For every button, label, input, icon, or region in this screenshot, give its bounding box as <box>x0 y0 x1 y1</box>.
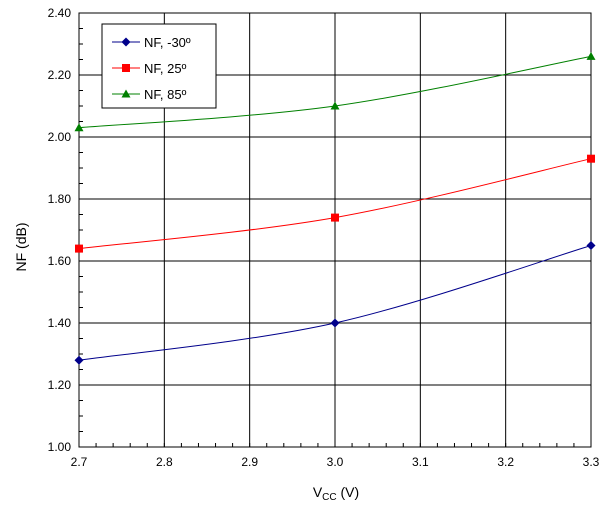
data-point <box>74 355 84 365</box>
data-point <box>586 51 596 60</box>
minor-ticks <box>78 12 592 448</box>
data-point <box>75 244 83 253</box>
x-tick-label: 3.0 <box>327 455 344 469</box>
x-tick-label: 2.9 <box>241 455 258 469</box>
data-point <box>330 318 340 328</box>
grid-lines <box>78 12 592 448</box>
y-tick-labels: 1.00 1.20 1.40 1.60 1.80 2.00 2.20 2.40 <box>48 6 72 454</box>
legend-label: NF, -30º <box>144 35 191 50</box>
legend-item: NF, -30º <box>112 35 191 50</box>
y-tick-label: 2.40 <box>48 6 72 20</box>
x-axis-title-subscript: CC <box>322 492 336 503</box>
legend-marker <box>122 64 130 72</box>
legend-item: NF, 85º <box>112 87 187 102</box>
y-tick-label: 1.60 <box>48 254 72 268</box>
x-axis-title-main: V <box>313 484 323 500</box>
y-tick-label: 2.00 <box>48 130 72 144</box>
y-tick-label: 1.80 <box>48 192 72 206</box>
x-axis-title: VCC (V) <box>313 484 359 503</box>
x-tick-label: 3.2 <box>497 455 514 469</box>
legend-marker <box>121 89 131 98</box>
data-series <box>74 51 596 365</box>
y-axis-title: NF (dB) <box>13 223 29 272</box>
x-tick-label: 2.8 <box>156 455 173 469</box>
y-tick-label: 1.20 <box>48 378 72 392</box>
legend-label: NF, 85º <box>144 87 187 102</box>
series-1 <box>74 241 596 365</box>
data-point <box>330 101 340 110</box>
y-tick-label: 2.20 <box>48 68 72 82</box>
series-3 <box>74 51 596 132</box>
x-axis-title-unit: (V) <box>337 484 360 500</box>
data-point <box>586 241 596 250</box>
legend-label: NF, 25º <box>144 61 187 76</box>
x-tick-label: 2.7 <box>71 455 88 469</box>
x-tick-label: 3.3 <box>583 455 600 469</box>
x-tick-labels: 2.7 2.8 2.9 3.0 3.1 3.2 3.3 <box>71 455 600 469</box>
series-2 <box>75 154 595 253</box>
legend-marker <box>121 37 131 47</box>
x-tick-label: 3.1 <box>412 455 429 469</box>
y-tick-label: 1.00 <box>48 440 72 454</box>
y-tick-label: 1.40 <box>48 316 72 330</box>
legend: NF, -30º NF, 25º NF, 85º <box>101 23 217 109</box>
data-point <box>74 123 84 132</box>
data-point <box>331 213 339 222</box>
legend-item: NF, 25º <box>112 61 187 76</box>
data-point <box>587 154 595 163</box>
